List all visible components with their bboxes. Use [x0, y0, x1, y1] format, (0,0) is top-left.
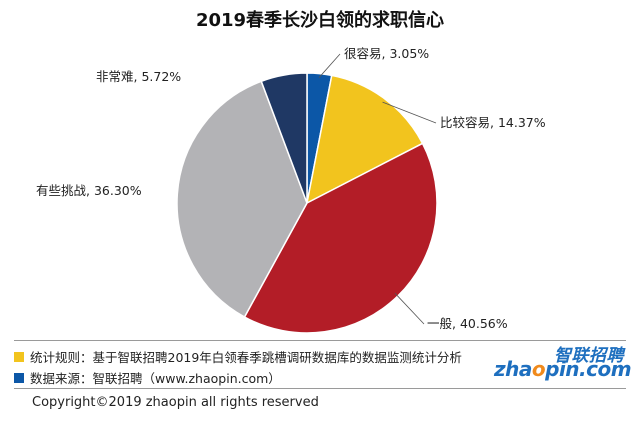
- slice-label-1: 比较容易, 14.37%: [440, 115, 546, 130]
- leader-line-2: [394, 292, 425, 325]
- top-divider: [14, 340, 626, 341]
- zhaopin-logo: 智联招聘 zhaopin.com: [494, 341, 632, 385]
- pie-slice-1: [305, 74, 424, 205]
- leader-line-0: [318, 53, 341, 78]
- chart-title: 2019春季长沙白领的求职信心: [195, 10, 445, 31]
- slice-label-2: 一般, 40.56%: [427, 316, 508, 331]
- logo-en-part2: pin.com: [545, 357, 632, 381]
- source-swatch: [14, 372, 24, 383]
- note-rule: 统计规则：基于智联招聘2019年白领春季跳槽调研数据库的数据监测统计分析: [14, 347, 462, 366]
- slice-label-4: 非常难, 5.72%: [96, 69, 181, 84]
- leader-line-1: [382, 101, 437, 124]
- slice-label-0: 很容易, 3.05%: [344, 46, 429, 61]
- logo-chinese: 智联招聘: [554, 346, 624, 366]
- slice-label-3: 有些挑战, 36.30%: [36, 183, 142, 198]
- logo-english: zhaopin.com: [494, 357, 632, 381]
- note-source: 数据来源：智联招聘（www.zhaopin.com）: [14, 368, 281, 387]
- rule-swatch: [14, 351, 24, 362]
- logo-en-part1: zha: [494, 357, 532, 381]
- pie-slice-4: [260, 72, 308, 204]
- pie-chart: 很容易, 3.05% 比较容易, 14.37% 一般, 40.56% 有些挑战, 36…: [36, 46, 546, 334]
- copyright: Copyright©2019 zhaopin all rights reserv…: [32, 395, 319, 410]
- logo-en-dot: o: [531, 357, 546, 381]
- bottom-divider: [14, 388, 626, 389]
- source-text: 数据来源：智联招聘（www.zhaopin.com）: [30, 371, 281, 386]
- pie-slice-3: [176, 80, 308, 319]
- rule-text: 统计规则：基于智联招聘2019年白领春季跳槽调研数据库的数据监测统计分析: [30, 350, 462, 365]
